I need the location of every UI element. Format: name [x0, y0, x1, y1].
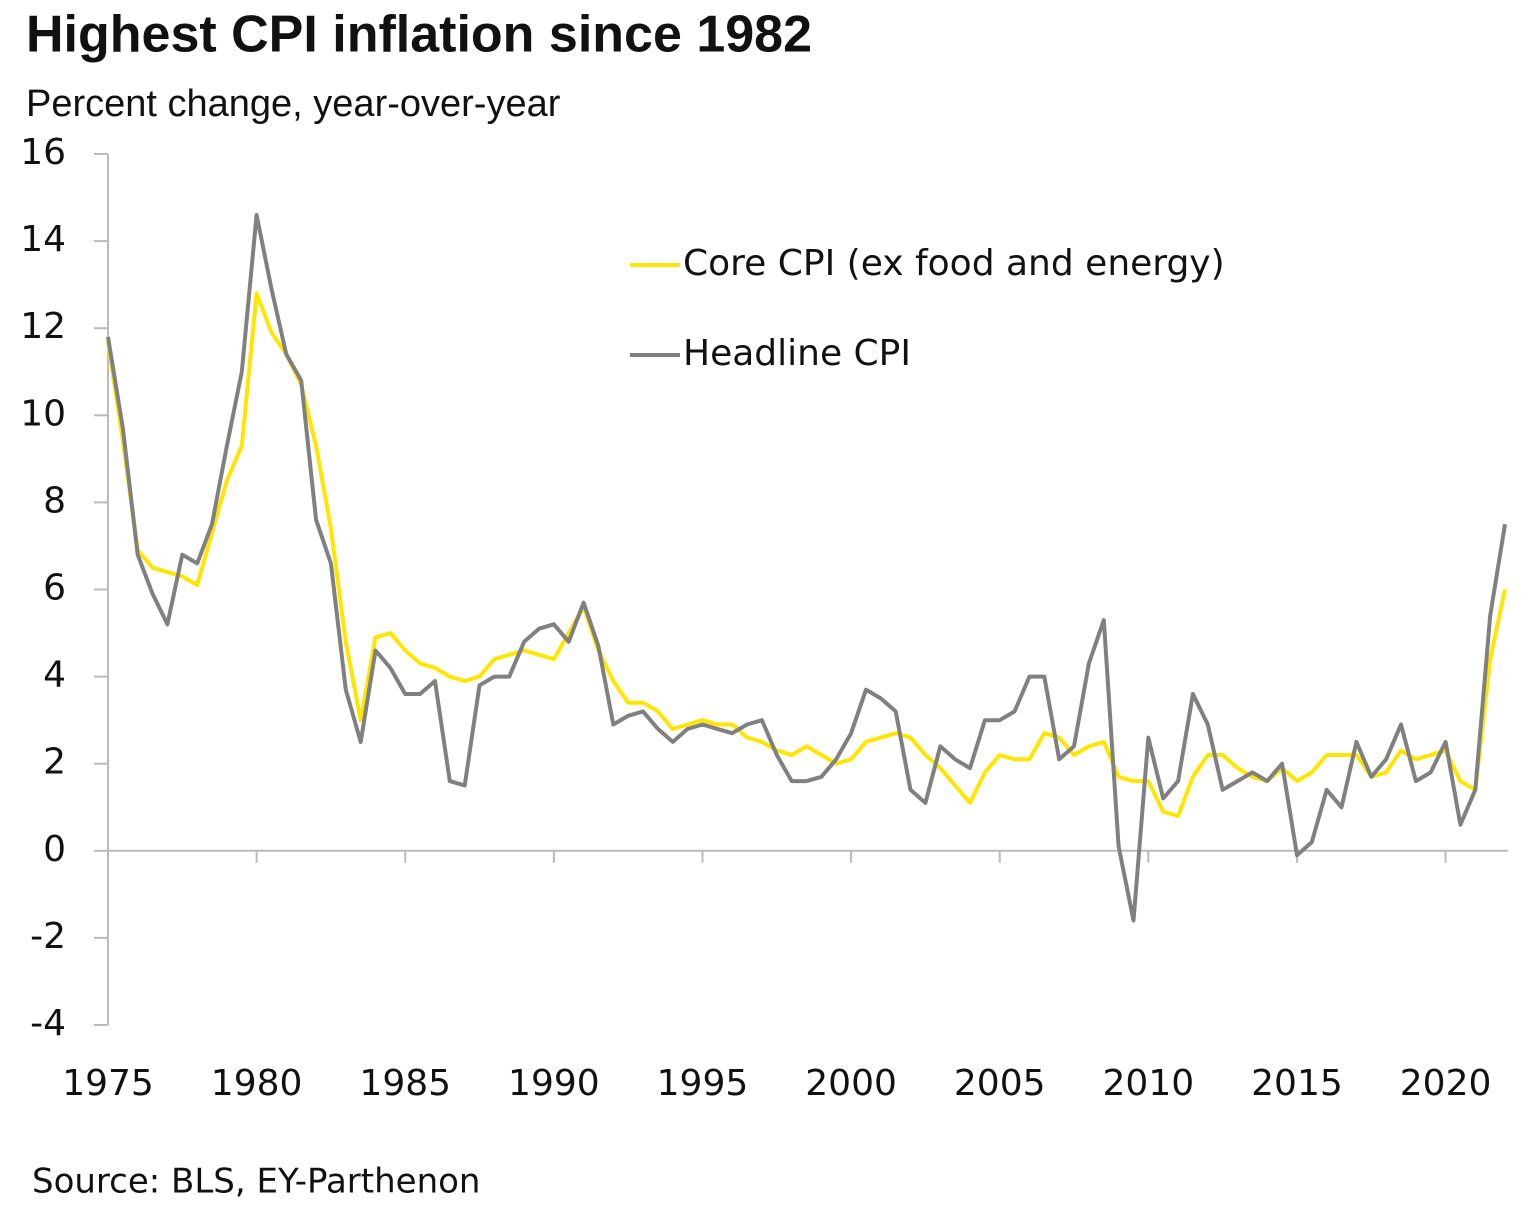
- x-tick-label: 2000: [805, 1063, 897, 1104]
- x-tick-label: 2005: [954, 1063, 1046, 1104]
- y-tick-label: -4: [30, 1003, 66, 1044]
- source-note: Source: BLS, EY-Parthenon: [32, 1162, 480, 1202]
- x-tick-label: 1975: [62, 1063, 154, 1104]
- x-tick-label: 1995: [657, 1063, 749, 1104]
- y-tick-label: 16: [20, 132, 66, 173]
- x-tick-label: 1980: [211, 1063, 303, 1104]
- chart-title: Highest CPI inflation since 1982: [26, 6, 812, 64]
- legend-label: Headline CPI: [683, 333, 911, 374]
- x-tick-label: 1990: [508, 1063, 600, 1104]
- y-tick-label: 0: [43, 829, 66, 870]
- y-tick-label: 12: [20, 306, 66, 347]
- y-tick-label: 6: [43, 568, 66, 609]
- y-tick-label: -2: [30, 916, 66, 957]
- y-tick-label: 10: [20, 393, 66, 434]
- y-tick-label: 8: [43, 480, 66, 521]
- legend-label: Core CPI (ex food and energy): [683, 243, 1225, 284]
- y-tick-label: 2: [43, 742, 66, 783]
- x-tick-label: 2010: [1103, 1063, 1195, 1104]
- chart-subtitle: Percent change, year-over-year: [26, 83, 561, 125]
- x-tick-label: 2015: [1251, 1063, 1343, 1104]
- x-tick-label: 1985: [359, 1063, 451, 1104]
- y-tick-label: 14: [20, 219, 66, 260]
- y-tick-label: 4: [43, 655, 66, 696]
- series-line: [106, 213, 1507, 923]
- x-tick-label: 2020: [1400, 1063, 1492, 1104]
